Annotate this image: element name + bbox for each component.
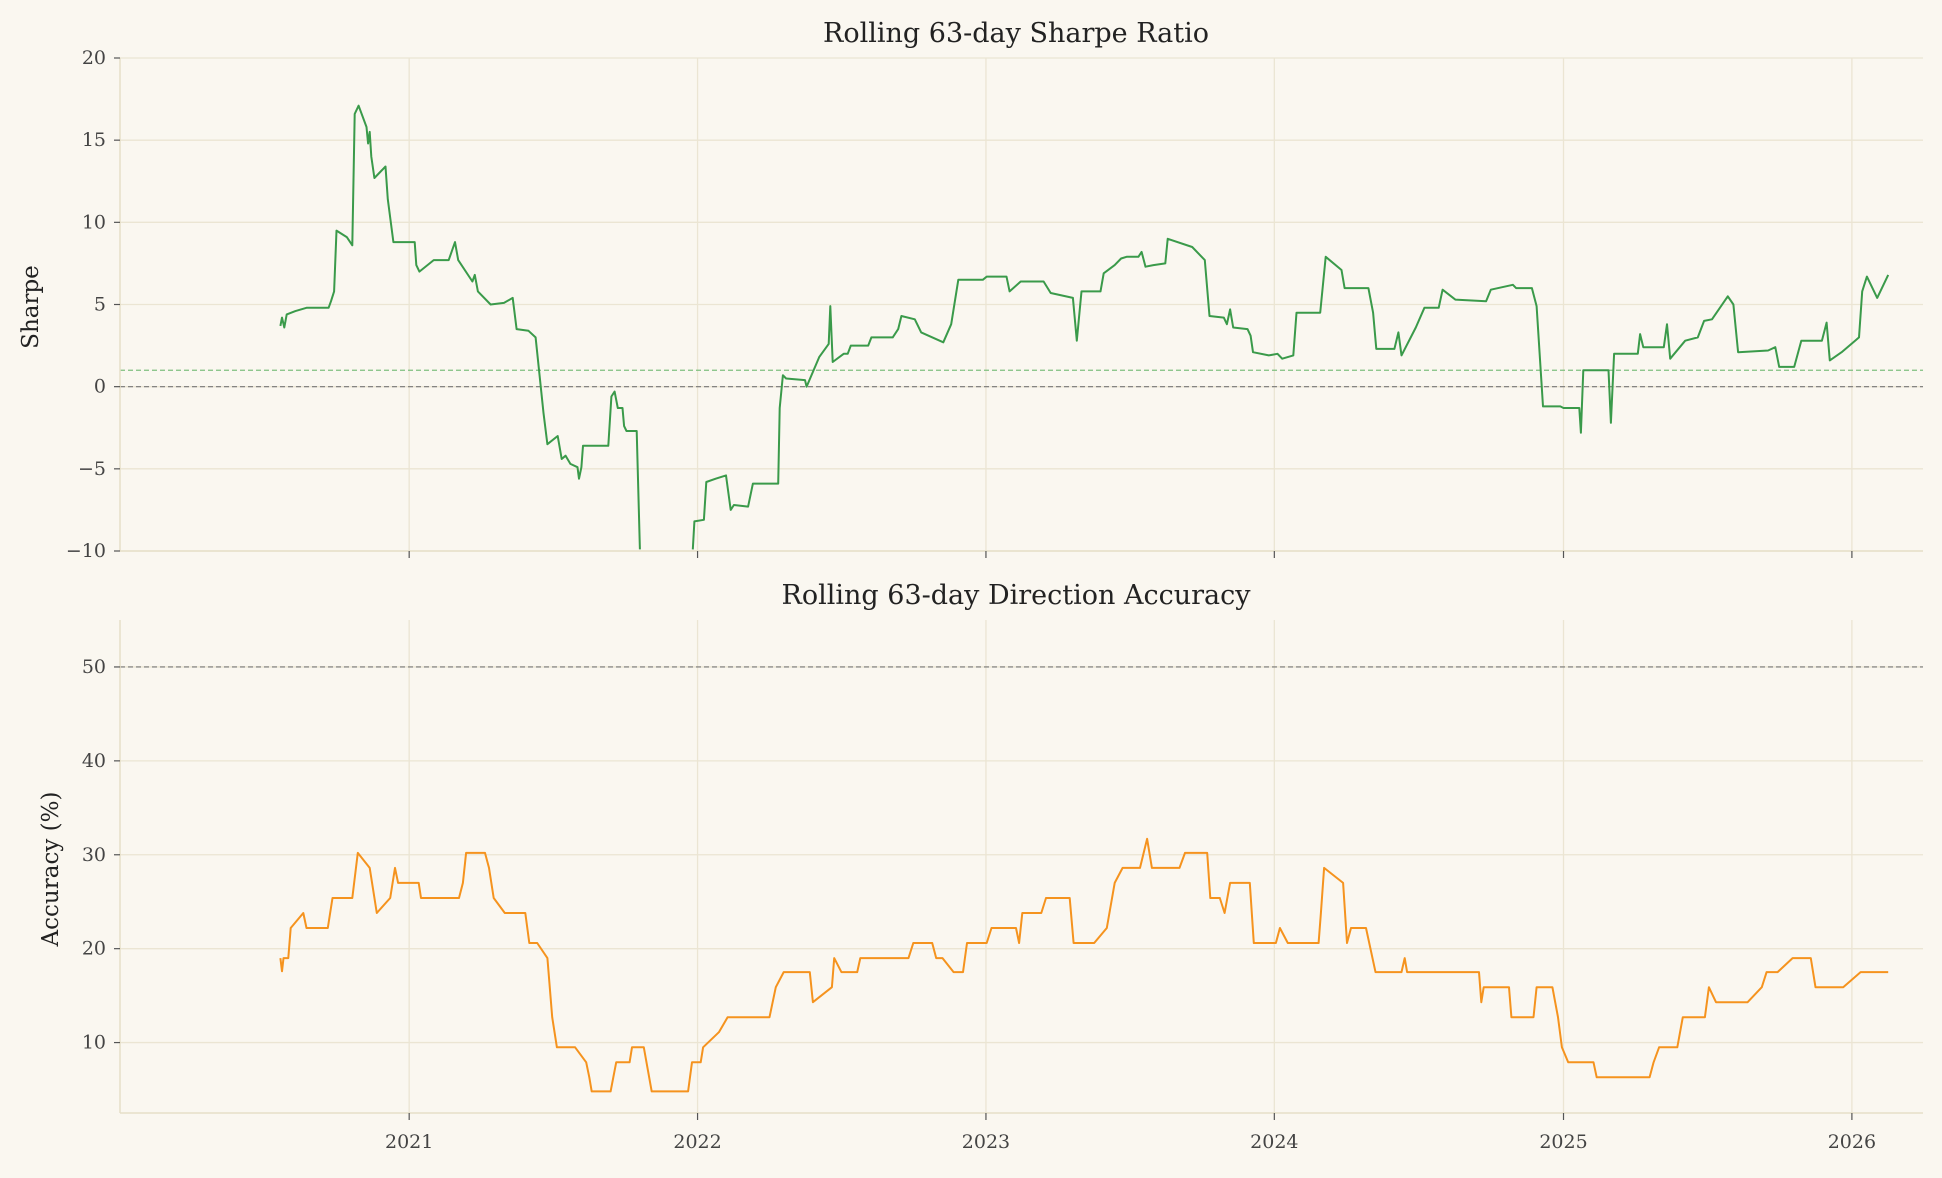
sharpe-y-tick-label: 0 <box>94 376 106 398</box>
accuracy-x-tick-label: 2024 <box>1250 1131 1298 1153</box>
sharpe-reference-lines <box>120 369 1923 388</box>
sharpe-y-tick-label: 10 <box>82 211 106 233</box>
sharpe-chart-title: Rolling 63-day Sharpe Ratio <box>823 18 1209 49</box>
accuracy-panel: 10 20 30 40 50 2021 2022 2023 2024 2025 2026 Rolli… <box>38 580 1923 1153</box>
sharpe-y-tick-label: 20 <box>82 47 106 69</box>
accuracy-series <box>279 837 1889 1093</box>
accuracy-x-tick-label: 2025 <box>1539 1131 1587 1153</box>
accuracy-x-tick-label: 2026 <box>1828 1131 1876 1153</box>
accuracy-chart-title: Rolling 63-day Direction Accuracy <box>782 580 1252 611</box>
accuracy-y-tick-label: 30 <box>82 844 106 866</box>
accuracy-x-tick-label: 2023 <box>962 1131 1010 1153</box>
sharpe-panel: −10 −5 0 5 10 15 20 Rolling 63-day Sharpe Rati… <box>18 18 1923 562</box>
sharpe-y-tick-label: −10 <box>66 540 106 562</box>
sharpe-series <box>279 104 1890 550</box>
sharpe-series-line <box>691 237 1890 550</box>
sharpe-y-axis-label: Sharpe <box>18 265 44 349</box>
accuracy-x-tick-label: 2021 <box>385 1131 433 1153</box>
accuracy-y-tick-label: 10 <box>82 1032 106 1054</box>
accuracy-y-axis-label: Accuracy (%) <box>38 792 64 948</box>
sharpe-y-tick-label: 15 <box>82 129 106 151</box>
accuracy-y-tick-label: 50 <box>82 656 106 678</box>
sharpe-series-line <box>279 104 641 550</box>
accuracy-y-tick-label: 40 <box>82 750 106 772</box>
accuracy-x-tick-label: 2022 <box>673 1131 721 1153</box>
sharpe-y-tick-label: −5 <box>78 458 106 480</box>
accuracy-series-line <box>279 837 1889 1093</box>
accuracy-axes: 10 20 30 40 50 2021 2022 2023 2024 2025 2026 <box>82 620 1923 1153</box>
accuracy-y-tick-label: 20 <box>82 938 106 960</box>
sharpe-axes: −10 −5 0 5 10 15 20 <box>66 47 1923 562</box>
sharpe-y-tick-label: 5 <box>94 294 106 316</box>
